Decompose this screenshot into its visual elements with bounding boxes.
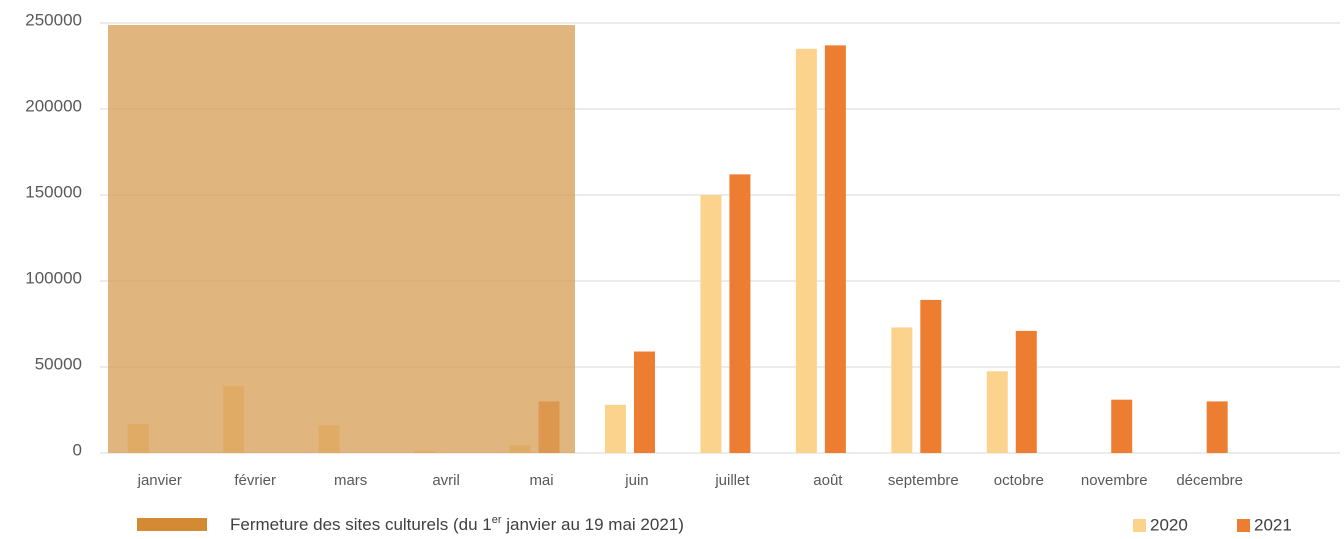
y-tick-label: 150000 (25, 182, 82, 201)
bar (729, 174, 751, 454)
bar (604, 404, 626, 453)
bar (1111, 399, 1133, 453)
bar (633, 351, 655, 453)
legend-label: 2020 (1150, 515, 1188, 534)
x-tick-label: octobre (994, 472, 1044, 489)
x-tick-label: juillet (714, 472, 750, 489)
x-tick-label: février (234, 472, 276, 489)
y-tick-label: 100000 (25, 268, 82, 287)
bar (986, 371, 1008, 453)
x-tick-label: juin (624, 472, 648, 489)
x-tick-label: décembre (1176, 472, 1243, 489)
x-tick-label: mai (529, 472, 553, 489)
y-tick-label: 200000 (25, 96, 82, 115)
bar (1206, 401, 1228, 453)
bar (795, 48, 817, 454)
legend-swatch (1133, 519, 1146, 532)
legend-swatch (1237, 519, 1250, 532)
y-tick-label: 50000 (35, 354, 82, 373)
legend-label: 2021 (1254, 515, 1292, 534)
x-tick-label: novembre (1081, 472, 1148, 489)
x-tick-label: mars (334, 472, 367, 489)
x-tick-label: janvier (137, 472, 182, 489)
bar (1015, 330, 1037, 453)
y-tick-label: 250000 (25, 10, 82, 29)
closure-legend-text: Fermeture des sites culturels (du 1er ja… (230, 514, 684, 535)
closure-legend-swatch (137, 518, 207, 531)
bar (891, 327, 913, 453)
closure-shade (108, 25, 575, 453)
bar (700, 195, 722, 453)
x-tick-label: avril (432, 472, 460, 489)
closure-label: janvier au 19 mai 2021) (502, 515, 684, 534)
closure-label-sup: er (492, 514, 502, 526)
x-tick-label: septembre (888, 472, 959, 489)
closure-label: Fermeture des sites culturels (du 1 (230, 515, 492, 534)
y-tick-label: 0 (73, 440, 82, 459)
x-tick-label: août (813, 472, 843, 489)
bar (824, 45, 846, 454)
bar (920, 299, 942, 453)
